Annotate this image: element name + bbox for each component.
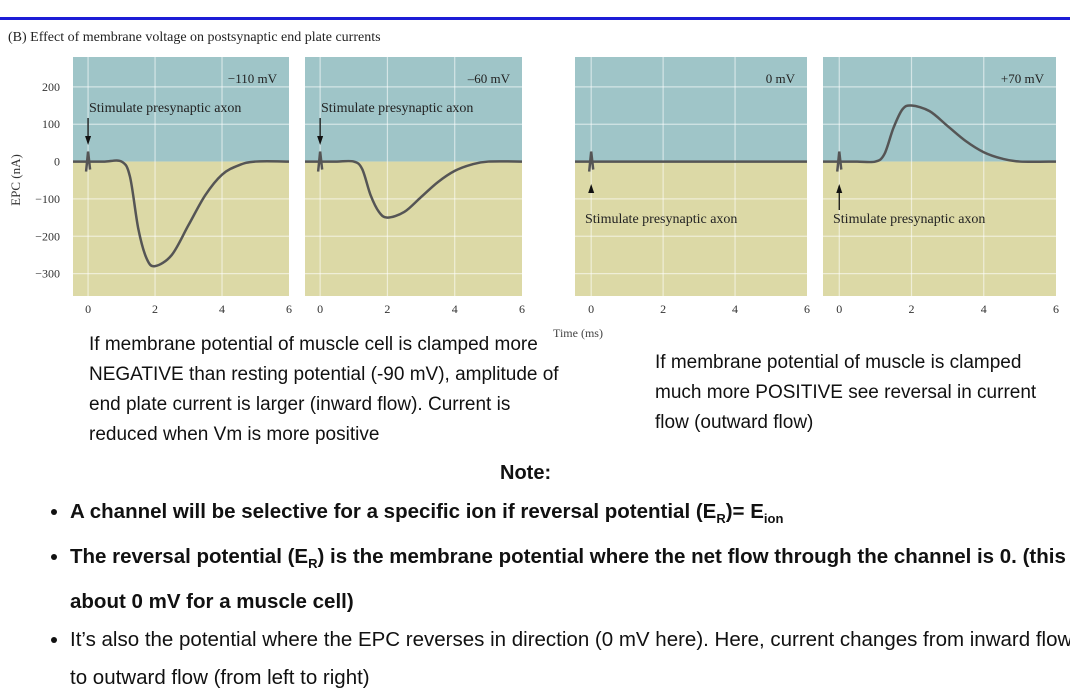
x-tick-label: 0 [588,302,594,316]
negative-region [73,161,289,296]
bullet-list: A channel will be selective for a specif… [30,493,1070,697]
y-tick-label: 0 [54,155,60,169]
bullet-epc-reversal: It’s also the potential where the EPC re… [70,621,1070,697]
title-rule [0,17,1070,20]
x-tick-label: 4 [452,302,458,316]
stimulus-annotation: Stimulate presynaptic axon [89,101,241,116]
stimulus-annotation: Stimulate presynaptic axon [833,212,985,227]
x-tick-label: 4 [219,302,225,316]
voltage-label: –60 mV [467,71,511,86]
stimulus-artifact [836,151,843,172]
x-tick-label: 0 [85,302,91,316]
y-tick-label: 100 [42,117,60,131]
positive-region [305,57,522,162]
stimulus-arrow-head [317,136,324,145]
voltage-label: 0 mV [766,71,796,86]
bullet-selectivity: A channel will be selective for a specif… [70,493,1070,538]
x-tick-label: 0 [317,302,323,316]
stimulus-arrow-head [85,136,92,145]
negative-region [823,161,1056,296]
x-tick-label: 6 [519,302,525,316]
voltage-label: +70 mV [1001,71,1045,86]
y-tick-label: −300 [35,267,60,281]
voltage-label: −110 mV [228,71,278,86]
x-tick-label: 6 [286,302,292,316]
stimulus-artifact [84,151,92,172]
x-tick-label: 0 [836,302,842,316]
stimulus-annotation: Stimulate presynaptic axon [321,101,473,116]
note-heading: Note: [500,462,552,484]
x-tick-label: 4 [981,302,987,316]
stimulus-arrow-head [588,184,595,193]
epc-trace [73,159,290,268]
left-explanation: If membrane potential of muscle cell is … [89,334,559,445]
x-tick-label: 6 [804,302,810,316]
y-tick-label: −200 [35,229,60,243]
epc-trace [823,104,1057,164]
positive-region [575,57,807,162]
epc-trace [305,159,523,219]
stimulus-artifact [587,151,595,172]
y-axis-label: EPC (nA) [8,154,23,206]
figure-title: (B) Effect of membrane voltage on postsy… [8,30,381,45]
x-tick-label: 4 [732,302,738,316]
x-tick-label: 2 [152,302,158,316]
stimulus-artifact [316,151,324,172]
x-tick-label: 2 [909,302,915,316]
positive-region [823,57,1056,162]
stimulus-arrow-head [836,184,843,193]
negative-region [575,161,807,296]
x-tick-label: 6 [1053,302,1059,316]
bullet-reversal-definition: The reversal potential (ER) is the membr… [70,538,1070,621]
negative-region [305,161,522,296]
x-tick-label: 2 [384,302,390,316]
positive-region [73,57,289,162]
x-tick-label: 2 [660,302,666,316]
x-axis-label: Time (ms) [553,326,603,340]
y-tick-label: −100 [35,192,60,206]
y-tick-label: 200 [42,80,60,94]
right-explanation: If membrane potential of muscle is clamp… [655,352,1037,433]
stimulus-annotation: Stimulate presynaptic axon [585,212,737,227]
epc-chart: 0 2 4 6 −110 mV Stimulate presynaptic axon 0 2 4… [8,57,1059,340]
